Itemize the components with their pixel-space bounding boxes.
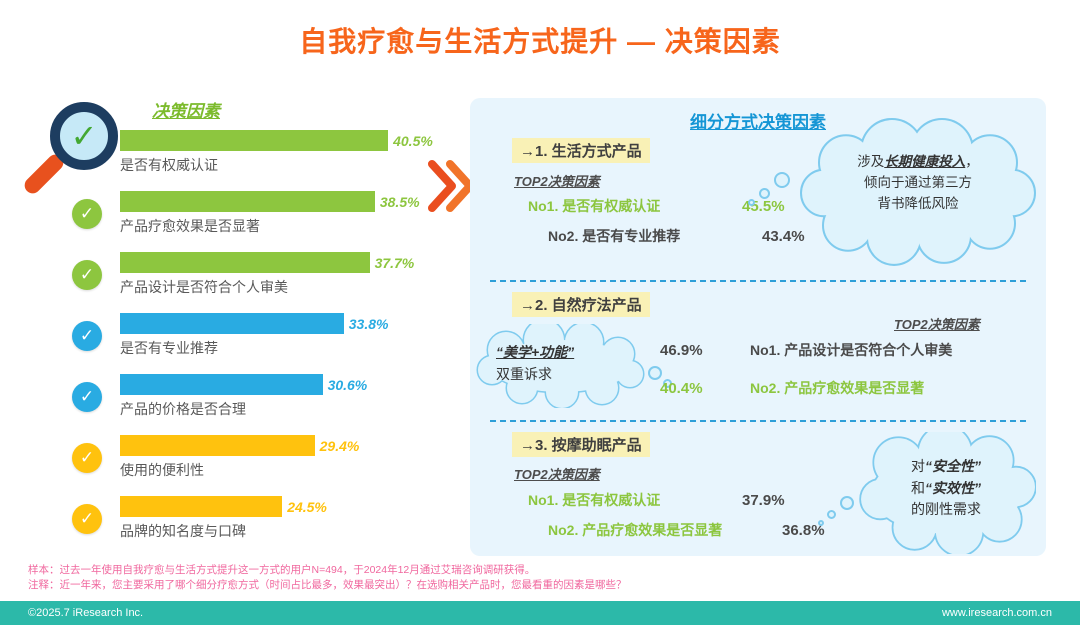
check-circle-icon: ✓ bbox=[72, 260, 102, 290]
top2-item: No2. 是否有专业推荐 43.4% bbox=[548, 226, 805, 246]
rank-label: No2. 产品疗愈效果是否显著 bbox=[548, 522, 723, 538]
check-circle-icon: ✓ bbox=[72, 199, 102, 229]
bar bbox=[120, 130, 389, 151]
cloud-trail-bubble bbox=[759, 188, 770, 199]
bar-value: 33.8% bbox=[348, 315, 389, 332]
section-2-heading: →2. 自然疗法产品 bbox=[512, 292, 650, 317]
thought-cloud: 对“安全性” 和“实效性” 的刚性需求 bbox=[856, 432, 1036, 554]
bar bbox=[120, 374, 323, 395]
rank-value: 36.8% bbox=[782, 522, 825, 539]
bar-row: 38.5% 产品疗愈效果是否显著 bbox=[120, 191, 470, 236]
bar-label: 是否有专业推荐 bbox=[120, 340, 218, 356]
panel-title: 细分方式决策因素 bbox=[690, 113, 826, 132]
left-chart-title: 决策因素 bbox=[152, 102, 220, 121]
bar bbox=[120, 496, 283, 517]
cloud-shape bbox=[476, 324, 645, 408]
rank-label: No1. 是否有权威认证 bbox=[528, 198, 661, 214]
top2-item: 46.9% No1. 产品设计是否符合个人审美 bbox=[660, 340, 952, 360]
section-3-heading: →3. 按摩助眠产品 bbox=[512, 432, 650, 457]
section-3-top2-label: TOP2决策因素 bbox=[514, 467, 600, 482]
bar-value: 38.5% bbox=[379, 193, 420, 210]
bar-label: 产品设计是否符合个人审美 bbox=[120, 279, 288, 295]
magnifier-icon: ✓ bbox=[50, 102, 118, 170]
cloud-shape bbox=[859, 432, 1036, 554]
bar-value: 24.5% bbox=[287, 498, 327, 515]
bar-value: 29.4% bbox=[319, 437, 360, 454]
rank-value: 37.9% bbox=[742, 492, 785, 509]
bar-row: 40.5% 是否有权威认证 bbox=[120, 130, 470, 175]
bar bbox=[120, 435, 315, 456]
bar-row: 30.6% 产品的价格是否合理 bbox=[120, 374, 470, 419]
cloud-trail-bubble bbox=[774, 172, 790, 188]
top2-item: No1. 是否有权威认证 45.5% bbox=[528, 196, 785, 216]
rank-label: No1. 是否有权威认证 bbox=[528, 492, 661, 508]
top2-item: 40.4% No2. 产品疗愈效果是否显著 bbox=[660, 378, 924, 398]
bar-label: 品牌的知名度与口碑 bbox=[120, 523, 246, 539]
cloud-trail-bubble bbox=[827, 510, 836, 519]
cloud-trail-bubble bbox=[840, 496, 854, 510]
section-1-heading: →1. 生活方式产品 bbox=[512, 138, 650, 163]
section-divider bbox=[490, 420, 1026, 422]
cloud-shape bbox=[800, 118, 1036, 266]
rank-value: 40.4% bbox=[660, 380, 703, 397]
double-chevron-icon bbox=[428, 160, 474, 212]
footer-copyright: ©2025.7 iResearch Inc. bbox=[28, 607, 144, 619]
cloud-note: “美学+功能” 双重诉求 bbox=[496, 344, 575, 382]
segment-detail-panel: 细分方式决策因素 →1. 生活方式产品 TOP2决策因素 No1. 是否有权威认… bbox=[470, 98, 1046, 556]
check-icon: ✓ bbox=[70, 118, 98, 154]
rank-value: 46.9% bbox=[660, 342, 703, 359]
bar bbox=[120, 252, 370, 273]
bar-row: 37.7% 产品设计是否符合个人审美 bbox=[120, 252, 470, 297]
cloud-trail-bubble bbox=[818, 520, 824, 526]
cloud-note: 对“安全性” 和“实效性” 的刚性需求 bbox=[911, 458, 981, 518]
bar-row: 29.4% 使用的便利性 bbox=[120, 435, 470, 480]
bar-row: 24.5% 品牌的知名度与口碑 bbox=[120, 496, 470, 541]
cloud-trail-bubble bbox=[663, 379, 672, 388]
cloud-trail-bubble bbox=[648, 366, 662, 380]
bar-label: 产品的价格是否合理 bbox=[120, 401, 246, 417]
cloud-trail-bubble bbox=[748, 199, 755, 206]
rank-label: No2. 产品疗愈效果是否显著 bbox=[750, 380, 925, 396]
check-circle-icon: ✓ bbox=[72, 443, 102, 473]
check-circle-icon: ✓ bbox=[72, 382, 102, 412]
rank-label: No1. 产品设计是否符合个人审美 bbox=[750, 342, 953, 358]
page-title: 自我疗愈与生活方式提升 — 决策因素 bbox=[299, 26, 781, 57]
bar-value: 30.6% bbox=[327, 376, 368, 393]
bar bbox=[120, 191, 375, 212]
footnote-question: 注释：近一年来，您主要采用了哪个细分疗愈方式（时间占比最多，效果最突出）？在选购… bbox=[28, 579, 627, 592]
top2-item: No1. 是否有权威认证 37.9% bbox=[528, 490, 785, 510]
section-divider bbox=[490, 280, 1026, 282]
bar-label: 使用的便利性 bbox=[120, 462, 204, 478]
cloud-note: 涉及长期健康投入， 倾向于通过第三方 背书降低风险 bbox=[857, 154, 979, 211]
thought-cloud: 涉及长期健康投入， 倾向于通过第三方 背书降低风险 bbox=[800, 118, 1036, 270]
top2-item: No2. 产品疗愈效果是否显著 36.8% bbox=[548, 520, 825, 540]
bar bbox=[120, 313, 344, 334]
bar-row: 33.8% 是否有专业推荐 bbox=[120, 313, 470, 358]
check-circle-icon: ✓ bbox=[72, 321, 102, 351]
section-1-top2-label: TOP2决策因素 bbox=[514, 174, 600, 189]
bar-label: 产品疗愈效果是否显著 bbox=[120, 218, 260, 234]
rank-value: 43.4% bbox=[762, 228, 805, 245]
footnote-sample: 样本：过去一年使用自我疗愈与生活方式提升这一方式的用户N=494，于2024年1… bbox=[28, 564, 536, 576]
check-circle-icon: ✓ bbox=[72, 504, 102, 534]
footer-bar: ©2025.7 iResearch Inc. www.iresearch.com… bbox=[0, 601, 1080, 625]
footer-url: www.iresearch.com.cn bbox=[941, 607, 1052, 619]
rank-label: No2. 是否有专业推荐 bbox=[548, 228, 681, 244]
thought-cloud: “美学+功能” 双重诉求 bbox=[476, 324, 646, 408]
bar-value: 40.5% bbox=[393, 132, 433, 149]
bar-value: 37.7% bbox=[374, 254, 415, 271]
section-2-top2-label: TOP2决策因素 bbox=[894, 317, 980, 332]
footnotes: 样本：过去一年使用自我疗愈与生活方式提升这一方式的用户N=494，于2024年1… bbox=[28, 563, 627, 593]
bar-label: 是否有权威认证 bbox=[120, 157, 218, 173]
